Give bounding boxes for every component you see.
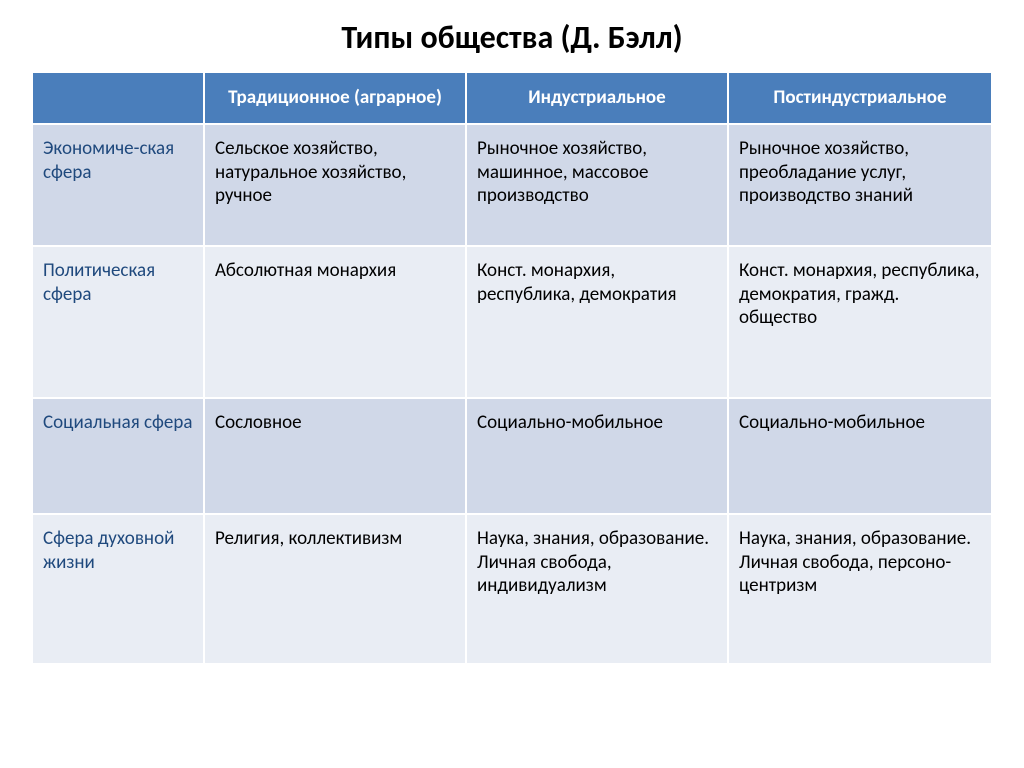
- cell: Абсолютная монархия: [204, 246, 466, 398]
- table-row: Экономиче-ская сфера Сельское хозяйство,…: [32, 124, 992, 246]
- table-header-row: Традиционное (аграрное) Индустриальное П…: [32, 72, 992, 124]
- cell: Рыночное хозяйство, машинное, массовое п…: [466, 124, 728, 246]
- row-head-social: Социальная сфера: [32, 398, 204, 514]
- row-head-political: Политическая сфера: [32, 246, 204, 398]
- table-header-traditional: Традиционное (аграрное): [204, 72, 466, 124]
- cell: Рыночное хозяйство, преобладание услуг, …: [728, 124, 992, 246]
- table-row: Социальная сфера Сословное Социально-моб…: [32, 398, 992, 514]
- row-head-spiritual: Сфера духовной жизни: [32, 514, 204, 664]
- table-row: Сфера духовной жизни Религия, коллективи…: [32, 514, 992, 664]
- cell: Наука, знания, образование. Личная свобо…: [466, 514, 728, 664]
- cell: Наука, знания, образование. Личная свобо…: [728, 514, 992, 664]
- table-header-postindustrial: Постиндустриальное: [728, 72, 992, 124]
- cell: Сельское хозяйство, натуральное хозяйств…: [204, 124, 466, 246]
- table-header-industrial: Индустриальное: [466, 72, 728, 124]
- cell: Религия, коллективизм: [204, 514, 466, 664]
- page-title: Типы общества (Д. Бэлл): [341, 18, 682, 57]
- cell: Конст. монархия, республика, демократия: [466, 246, 728, 398]
- cell: Сословное: [204, 398, 466, 514]
- society-types-table: Традиционное (аграрное) Индустриальное П…: [31, 71, 993, 665]
- table-row: Политическая сфера Абсолютная монархия К…: [32, 246, 992, 398]
- cell: Социально-мобильное: [466, 398, 728, 514]
- row-head-economic: Экономиче-ская сфера: [32, 124, 204, 246]
- cell: Социально-мобильное: [728, 398, 992, 514]
- cell: Конст. монархия, республика, демократия,…: [728, 246, 992, 398]
- table-header-corner: [32, 72, 204, 124]
